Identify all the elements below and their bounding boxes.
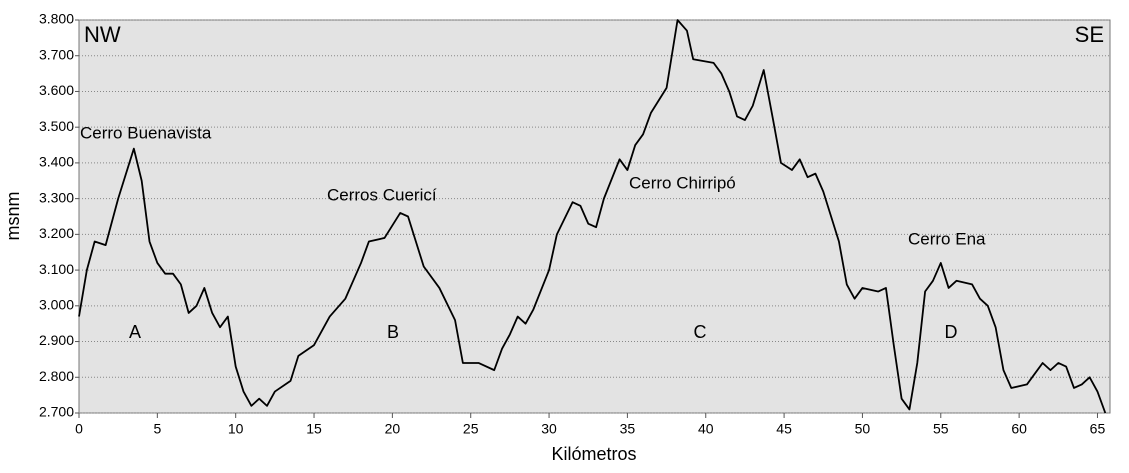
annotation: D [945, 322, 958, 342]
y-tick-label: 3.100 [39, 261, 74, 277]
x-tick-label: 0 [75, 421, 83, 437]
x-tick-label: 65 [1090, 421, 1106, 437]
y-tick-label: 3.700 [39, 46, 74, 62]
y-tick-label: 3.600 [39, 82, 74, 98]
y-tick-label: 3.800 [39, 11, 74, 27]
annotation: Cerro Chirripó [629, 173, 736, 192]
x-tick-label: 45 [776, 421, 792, 437]
x-axis-label: Kilómetros [551, 444, 636, 464]
x-tick-label: 20 [385, 421, 401, 437]
y-tick-label: 3.500 [39, 118, 74, 134]
y-tick-label: 2.700 [39, 404, 74, 420]
x-tick-label: 5 [153, 421, 161, 437]
x-tick-label: 30 [541, 421, 557, 437]
y-axis-label: msnm [3, 192, 23, 241]
y-tick-label: 3.200 [39, 225, 74, 241]
annotation: Cerro Buenavista [80, 123, 212, 142]
annotation: A [129, 322, 141, 342]
annotation: Cerro Ena [908, 229, 986, 248]
y-tick-label: 2.900 [39, 332, 74, 348]
x-tick-label: 60 [1011, 421, 1027, 437]
annotation: SE [1075, 22, 1104, 47]
x-tick-label: 50 [855, 421, 871, 437]
x-tick-label: 25 [463, 421, 479, 437]
y-tick-label: 3.000 [39, 297, 74, 313]
y-tick-label: 3.400 [39, 154, 74, 170]
annotation: B [387, 322, 399, 342]
annotation: C [694, 322, 707, 342]
x-tick-label: 15 [306, 421, 322, 437]
x-tick-label: 10 [228, 421, 244, 437]
x-tick-label: 35 [620, 421, 636, 437]
profile-line [78, 19, 1107, 414]
plot-area [78, 19, 1111, 414]
y-tick-label: 3.300 [39, 189, 74, 205]
annotation: NW [84, 22, 121, 47]
y-tick-label: 2.800 [39, 368, 74, 384]
x-tick-label: 55 [933, 421, 949, 437]
x-tick-label: 40 [698, 421, 714, 437]
annotation: Cerros Cuericí [327, 185, 437, 204]
